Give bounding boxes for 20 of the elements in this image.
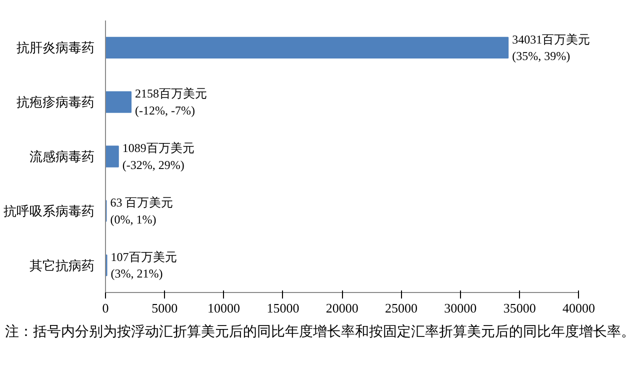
y-tick-label: 其它抗病药 xyxy=(30,258,94,273)
y-tick-label: 抗疱疹病毒药 xyxy=(16,94,94,110)
x-tick-label: 40000 xyxy=(562,300,595,316)
data-label: 107百万美元 (3%, 21%) xyxy=(110,250,177,281)
x-tick-label: 15000 xyxy=(266,300,300,316)
y-tick-label: 流感病毒药 xyxy=(30,149,94,164)
data-label: 1089百万美元 (-32%, 29%) xyxy=(122,141,194,172)
x-tick-label: 10000 xyxy=(208,300,240,316)
x-tick-label: 5000 xyxy=(152,300,178,316)
y-tick-label: 抗肝炎病毒药 xyxy=(16,40,94,56)
data-label: 34031百万美元 (35%, 39%) xyxy=(512,32,590,64)
y-tick-label: 抗呼吸系病毒药 xyxy=(4,203,94,218)
x-tick-label: 20000 xyxy=(326,300,358,316)
x-tick-label: 35000 xyxy=(503,300,536,316)
data-label: 2158百万美元 (-12%, -7%) xyxy=(135,86,208,118)
text: 注：括号内分别为按浮动汇折算美元后的同比年度增长率和按固定汇率折算美元后的同比年度增长率。 xyxy=(5,322,635,341)
x-tick-label: 25000 xyxy=(385,300,418,316)
x-tick-label: 0 xyxy=(102,300,109,316)
x-tick-label: 30000 xyxy=(444,300,477,316)
data-label: 63 百万美元 (0%, 1%) xyxy=(110,196,174,226)
